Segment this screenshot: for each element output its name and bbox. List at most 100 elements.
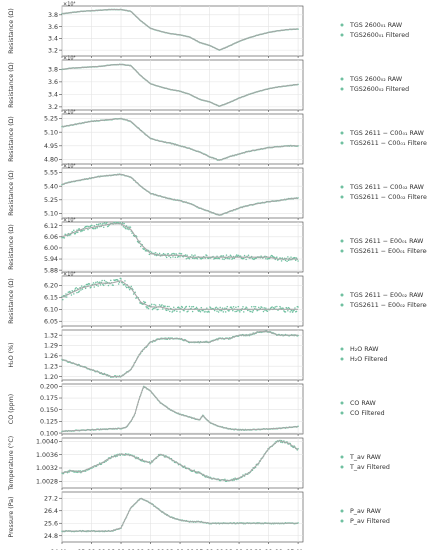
raw-data-point [152, 307, 155, 310]
raw-data-point [119, 221, 121, 224]
raw-data-point [134, 291, 136, 294]
legend-raw-marker [340, 131, 344, 135]
panel-frame [61, 221, 304, 273]
raw-data-point [81, 229, 84, 232]
raw-data-point [224, 311, 227, 313]
raw-data-point [281, 257, 284, 259]
raw-data-point [294, 307, 296, 309]
raw-data-point [99, 281, 101, 283]
raw-data-point [218, 257, 221, 260]
raw-data-point [158, 252, 161, 255]
raw-data-point [148, 253, 151, 256]
raw-data-point [157, 308, 159, 311]
legend-filtered-marker [340, 87, 344, 91]
raw-data-point [284, 259, 287, 262]
raw-data-point [74, 232, 77, 235]
raw-data-point [242, 305, 244, 308]
legend-raw-marker [340, 239, 344, 243]
legend-filtered-label: T_av Filtered [349, 464, 390, 471]
raw-data-point [130, 285, 132, 288]
y-tick-label: 6.15 [44, 295, 58, 302]
raw-data-point [261, 306, 263, 309]
raw-data-point [252, 309, 254, 312]
raw-data-point [150, 303, 153, 305]
raw-data-point [289, 311, 291, 313]
y-axis-label: Resistance (Ω) [8, 170, 15, 216]
legend-filtered-label: TGS2611 − E00₀₁ Filtered [349, 248, 427, 255]
raw-data-point [96, 281, 99, 283]
y-tick-label: 3.2 [48, 104, 58, 111]
raw-data-point [73, 293, 75, 295]
raw-data-point [297, 260, 299, 262]
raw-data-point [173, 309, 176, 312]
raw-data-point [73, 229, 75, 232]
legend-filtered-marker [340, 465, 344, 469]
raw-data-point [128, 228, 130, 231]
legend-raw-label: P_av RAW [350, 508, 382, 515]
raw-data-point [271, 306, 273, 308]
raw-data-point [290, 256, 292, 258]
raw-data-point [76, 291, 78, 294]
raw-data-point [99, 222, 102, 225]
raw-data-point [98, 223, 100, 225]
y-tick-label: 1.0036 [36, 452, 58, 459]
y-axis-label: Resistance (Ω) [8, 224, 15, 270]
raw-data-point [123, 222, 125, 225]
raw-data-point [284, 311, 287, 313]
y-tick-label: 6.00 [44, 245, 58, 252]
raw-data-point [160, 305, 162, 307]
raw-data-point [265, 307, 267, 309]
raw-data-point [124, 280, 126, 282]
raw-data-point [93, 225, 96, 227]
raw-data-point [75, 286, 77, 289]
raw-data-point [243, 257, 245, 260]
raw-data-point [139, 245, 142, 248]
raw-data-point [254, 305, 257, 308]
raw-data-point [238, 309, 240, 312]
raw-data-point [280, 307, 282, 309]
y-tick-label: 1.20 [44, 374, 58, 381]
y-axis-label: CO (ppm) [8, 394, 15, 424]
legend-filtered-label: TGS2600₀₂ Filtered [349, 86, 409, 93]
y-tick-label: 3.8 [48, 67, 58, 74]
raw-data-point [235, 254, 238, 256]
raw-data-point [234, 310, 236, 313]
raw-data-point [191, 310, 194, 313]
raw-data-point [235, 306, 237, 308]
raw-data-point [217, 307, 219, 310]
raw-data-point [265, 258, 267, 260]
raw-data-point [121, 222, 124, 224]
raw-data-point [208, 311, 210, 313]
axis-exponent: ×10⁴ [63, 56, 76, 62]
y-axis-label: H₂O (%) [8, 342, 15, 367]
raw-data-point [202, 309, 204, 312]
y-tick-label: 1.0028 [36, 479, 58, 486]
raw-data-point [165, 256, 168, 259]
raw-data-point [63, 237, 66, 239]
y-tick-label: 5.55 [44, 170, 58, 177]
raw-data-point [231, 307, 233, 309]
raw-data-point [178, 252, 180, 255]
filtered-series-line [61, 63, 299, 107]
raw-data-point [129, 226, 132, 228]
y-tick-label: 25.6 [44, 520, 58, 527]
y-tick-label: 3.2 [48, 47, 58, 54]
raw-data-point [222, 311, 225, 313]
raw-data-point [228, 310, 230, 312]
raw-data-point [178, 307, 180, 309]
raw-data-point [246, 307, 248, 309]
y-tick-label: 4.95 [44, 143, 58, 150]
panel-frame [61, 491, 304, 543]
legend-raw-marker [340, 185, 344, 189]
raw-data-point [124, 227, 127, 230]
raw-data-point [262, 310, 265, 313]
raw-data-point [78, 228, 81, 230]
raw-data-point [169, 310, 171, 313]
raw-data-point [172, 310, 174, 312]
y-tick-label: 0.175 [40, 395, 58, 402]
raw-data-point [106, 221, 108, 224]
raw-data-point [191, 305, 193, 308]
y-tick-label: 5.25 [44, 116, 58, 123]
filtered-series-line [61, 8, 299, 51]
raw-data-point [65, 293, 67, 295]
